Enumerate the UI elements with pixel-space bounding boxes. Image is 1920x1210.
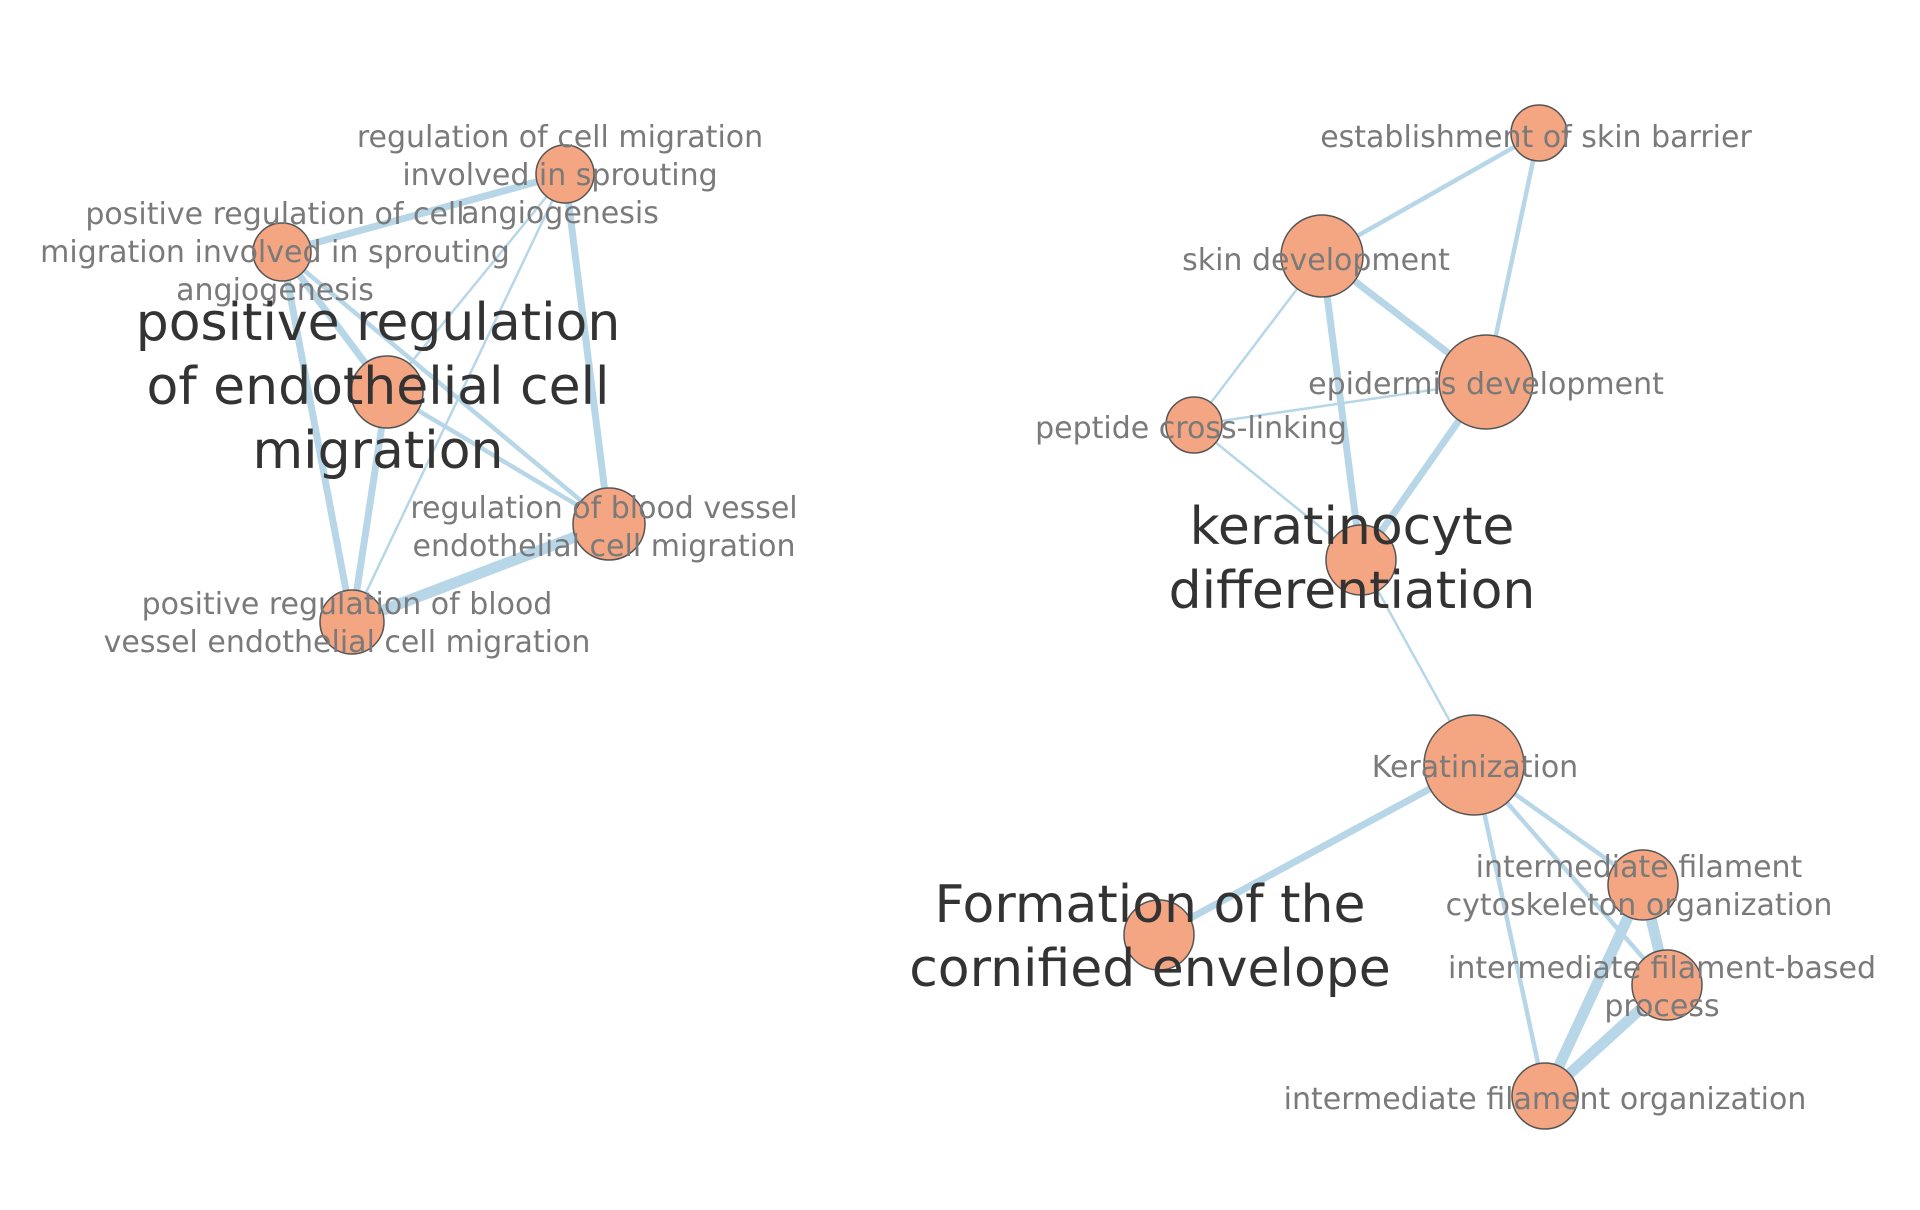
label-line: keratinocyte [1190,497,1515,557]
label-line: involved in sprouting [402,158,717,193]
label-line: positive regulation of blood [142,587,553,622]
node-keratinization[interactable] [1423,714,1525,816]
node-pos_reg_endo_mig[interactable] [350,355,424,429]
label-line: Formation of the [935,875,1366,935]
edge-epidermis_dev-peptide_xlink [1192,380,1488,427]
edge-reg_cell_mig_sprout-pos_reg_bv_endo_mig [350,172,567,624]
edge-reg_cell_mig_sprout-reg_bv_endo_mig [561,170,613,528]
label-line: establishment of skin barrier [1320,120,1752,155]
label-reg_cell_mig_sprout: regulation of cell migration involved in … [357,120,763,231]
label-line: intermediate filament organization [1284,1082,1807,1117]
label-peptide_xlink: peptide cross-linking [1035,411,1347,446]
label-line: intermediate filament-based [1448,951,1876,986]
label-line: migration involved in sprouting [40,235,510,270]
edges-layer [278,130,1673,1102]
label-skin_barrier: establishment of skin barrier [1320,120,1752,155]
label-line: cornified envelope [909,939,1391,999]
label-epidermis_dev: epidermis development [1308,367,1664,402]
label-line: of endothelial cell [147,357,610,417]
label-line: regulation of blood vessel [410,491,797,526]
edge-keratinization-cornified_env [1155,761,1478,939]
label-line: intermediate filament [1476,850,1803,885]
node-skin_barrier[interactable] [1510,104,1568,162]
labels-layer: regulation of cell migration involved in … [40,120,1876,1117]
label-if_cytoskeleton: intermediate filament cytoskeleton organi… [1446,850,1833,923]
label-line: peptide cross-linking [1035,411,1347,446]
label-pos_reg_cell_mig_sprout: positive regulation of cell migration inv… [40,197,510,308]
node-if_cytoskeleton[interactable] [1607,849,1679,921]
label-line: vessel endothelial cell migration [104,625,591,660]
node-if_organization[interactable] [1511,1062,1579,1130]
label-line: Keratinization [1372,750,1578,785]
label-keratinization: Keratinization [1372,750,1578,785]
label-line: cytoskeleton organization [1446,888,1833,923]
edge-skin_dev-keratinocyte_diff [1318,252,1365,564]
label-line: migration [253,421,504,481]
edge-reg_cell_mig_sprout-pos_reg_endo_mig [385,172,567,394]
node-if_based_process[interactable] [1631,949,1703,1021]
edge-keratinization-if_organization [1471,762,1548,1099]
label-line: endothelial cell migration [413,529,796,564]
edge-pos_reg_endo_mig-pos_reg_bv_endo_mig [348,388,391,626]
edge-peptide_xlink-keratinocyte_diff [1192,423,1363,562]
label-line: positive regulation of cell [85,197,464,232]
label-line: differentiation [1169,561,1536,621]
node-pos_reg_cell_mig_sprout[interactable] [252,222,312,282]
node-cornified_env[interactable] [1123,899,1195,971]
edge-pos_reg_cell_mig_sprout-reg_bv_endo_mig [279,249,612,527]
label-reg_bv_endo_mig: regulation of blood vessel endothelial ce… [410,491,797,564]
label-cornified_env: Formation of the cornified envelope [909,875,1391,999]
node-skin_dev[interactable] [1280,214,1364,298]
label-line: angiogenesis [176,273,374,308]
label-skin_dev: skin development [1182,243,1450,278]
edge-pos_reg_endo_mig-reg_bv_endo_mig [384,389,612,527]
label-if_based_process: intermediate filament-based process [1448,951,1876,1024]
label-pos_reg_bv_endo_mig: positive regulation of blood vessel endot… [104,587,591,660]
label-line: positive regulation [136,293,621,353]
nodes-layer [252,104,1703,1130]
label-line: process [1604,989,1719,1024]
label-if_organization: intermediate filament organization [1284,1082,1807,1117]
label-line: epidermis development [1308,367,1664,402]
label-line: skin development [1182,243,1450,278]
node-keratinocyte_diff[interactable] [1325,524,1397,596]
node-pos_reg_bv_endo_mig[interactable] [319,589,385,655]
label-line: angiogenesis [461,196,659,231]
node-epidermis_dev[interactable] [1438,334,1534,430]
edge-reg_bv_endo_mig-pos_reg_bv_endo_mig [346,518,615,628]
edge-if_cytoskeleton-if_organization [1539,879,1649,1102]
node-peptide_xlink[interactable] [1165,396,1223,454]
label-line: regulation of cell migration [357,120,763,155]
edge-pos_reg_cell_mig_sprout-reg_cell_mig_sprout [278,170,569,256]
node-reg_cell_mig_sprout[interactable] [535,144,595,204]
label-keratinocyte_diff: keratinocyte differentiation [1169,497,1536,621]
label-pos_reg_endo_mig: positive regulation of endothelial cell mi… [136,293,621,481]
edge-pos_reg_cell_mig_sprout-pos_reg_bv_endo_mig [278,248,356,626]
node-reg_bv_endo_mig[interactable] [572,487,646,561]
